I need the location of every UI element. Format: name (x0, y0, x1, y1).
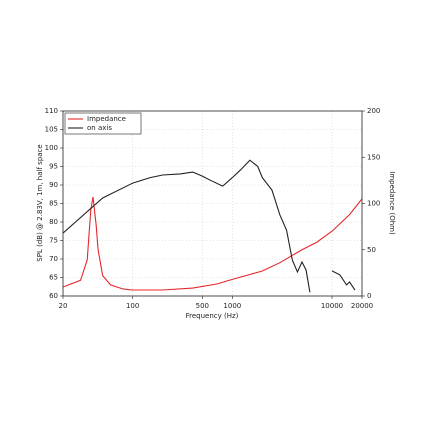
y2-tick-label: 200 (367, 107, 380, 115)
legend-box (64, 112, 142, 135)
legend-label: on axis (87, 124, 112, 132)
y-tick-label: 90 (49, 181, 58, 189)
series-line (63, 159, 356, 293)
x-tick-label: 1000 (223, 302, 241, 310)
y-tick-label: 75 (49, 237, 58, 245)
y-tick-label: 80 (49, 218, 58, 226)
y-tick-label: 70 (49, 255, 58, 263)
y-tick-label: 85 (49, 200, 58, 208)
y2-tick-label: 50 (367, 246, 376, 254)
legend-label: Impedance (87, 115, 126, 123)
y2-tick-label: 0 (367, 292, 371, 300)
y-tick-label: 65 (49, 274, 58, 282)
series-line (63, 196, 362, 291)
y2-axis-label: Impedance (Ohm) (388, 171, 396, 235)
x-axis-label: Frequency (Hz) (186, 312, 239, 320)
y-tick-label: 110 (45, 107, 58, 115)
x-tick-label: 10000 (321, 302, 343, 310)
y-tick-label: 60 (49, 292, 58, 300)
y2-tick-label: 100 (367, 200, 380, 208)
y-axis-label: SPL (dB) @ 2.83V, 1m, half space (36, 144, 44, 261)
y-tick-label: 95 (49, 163, 58, 171)
plot-frame (62, 110, 363, 297)
y-tick-label: 100 (45, 144, 58, 152)
x-tick-label: 20000 (351, 302, 373, 310)
y2-tick-label: 150 (367, 153, 380, 161)
x-tick-label: 100 (126, 302, 139, 310)
y-tick-label: 105 (45, 126, 58, 134)
x-tick-label: 20 (59, 302, 68, 310)
x-tick-label: 500 (196, 302, 209, 310)
